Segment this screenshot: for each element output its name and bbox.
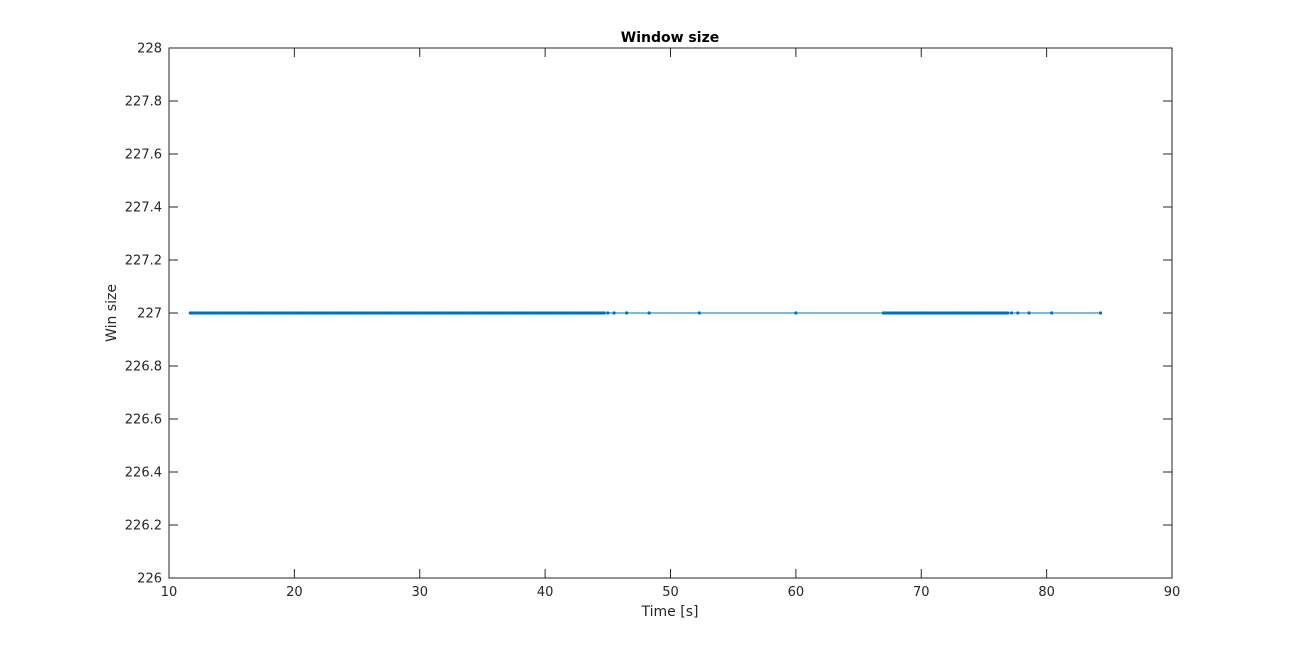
y-tick-label: 226.2 <box>125 519 162 534</box>
data-point <box>882 311 886 315</box>
data-point <box>424 311 428 315</box>
y-tick-label: 227.8 <box>125 95 162 110</box>
data-point <box>449 311 453 315</box>
data-point <box>361 311 365 315</box>
y-tick-label: 227.4 <box>125 201 162 216</box>
x-tick-label: 80 <box>1038 585 1055 600</box>
data-point <box>944 311 948 315</box>
data-point <box>976 311 980 315</box>
data-point <box>597 311 601 315</box>
data-point <box>932 311 936 315</box>
y-tick-label: 226.6 <box>125 413 162 428</box>
y-tick-label: 227.6 <box>125 148 162 163</box>
y-tick-label: 228 <box>137 42 162 57</box>
x-tick-label: 70 <box>913 585 930 600</box>
data-point <box>1027 311 1031 315</box>
data-point <box>499 311 503 315</box>
x-tick-label: 60 <box>788 585 805 600</box>
chart-title: Window size <box>621 30 719 46</box>
x-tick-label: 20 <box>286 585 303 600</box>
x-axis-label: Time [s] <box>641 604 699 620</box>
y-tick-label: 226 <box>137 572 162 587</box>
x-tick-label: 90 <box>1164 585 1181 600</box>
data-point <box>957 311 961 315</box>
data-point <box>188 311 192 315</box>
data-point <box>1001 311 1005 315</box>
data-point <box>311 311 315 315</box>
data-point <box>248 311 253 315</box>
data-point <box>374 311 378 315</box>
data-point <box>888 311 892 315</box>
data-point <box>223 311 228 315</box>
data-point <box>1098 311 1103 315</box>
x-tick-label: 10 <box>161 585 178 600</box>
x-tick-label: 30 <box>411 585 428 600</box>
x-tick-label: 50 <box>662 585 679 600</box>
data-point <box>900 311 905 315</box>
data-point <box>697 311 701 315</box>
data-point <box>487 311 491 315</box>
data-point <box>462 311 466 315</box>
data-point <box>988 311 992 315</box>
data-point <box>950 311 955 315</box>
data-point <box>925 311 930 315</box>
data-point <box>512 311 516 315</box>
data-point <box>524 311 528 315</box>
data-point <box>587 311 591 315</box>
data-point <box>349 311 353 315</box>
data-point <box>1006 311 1010 315</box>
data-point <box>549 311 553 315</box>
data-point <box>606 311 610 315</box>
x-tick-label: 40 <box>537 585 554 600</box>
data-point <box>913 311 917 315</box>
data-point <box>299 311 303 315</box>
data-point <box>938 311 942 315</box>
data-point <box>574 311 579 315</box>
data-point <box>261 311 265 315</box>
data-point <box>537 311 541 315</box>
data-point <box>794 311 798 315</box>
data-point <box>612 311 616 315</box>
data-point <box>625 311 629 315</box>
data-point <box>894 311 898 315</box>
data-point <box>336 311 340 315</box>
data-point <box>1050 311 1054 315</box>
data-point <box>562 311 566 315</box>
data-point <box>399 311 403 315</box>
axes: 10 20 30 40 50 60 70 80 90 226 226.2 226.4 226.6 226.… <box>125 42 1180 601</box>
data-point <box>474 311 478 315</box>
data-point <box>324 311 328 315</box>
data-point <box>273 311 278 315</box>
data-point <box>982 311 986 315</box>
y-axis-label: Win size <box>104 284 120 342</box>
data-point <box>647 311 651 315</box>
y-tick-label: 226.8 <box>125 360 162 375</box>
data-point <box>907 311 911 315</box>
data-point <box>1009 311 1014 315</box>
data-point <box>211 311 215 315</box>
data-point <box>286 311 290 315</box>
data-point <box>963 311 967 315</box>
data-point <box>436 311 441 315</box>
data-point <box>386 311 391 315</box>
data-point <box>919 311 923 315</box>
plot-area <box>188 311 1103 315</box>
y-tick-label: 226.4 <box>125 466 162 481</box>
y-tick-label: 227.2 <box>125 254 162 269</box>
y-tick-label: 227 <box>137 307 162 322</box>
data-point <box>198 311 202 315</box>
data-point <box>236 311 240 315</box>
data-point <box>969 311 974 315</box>
data-point <box>602 311 606 315</box>
data-point <box>411 311 416 315</box>
data-point <box>994 311 999 315</box>
data-point <box>1016 311 1020 315</box>
